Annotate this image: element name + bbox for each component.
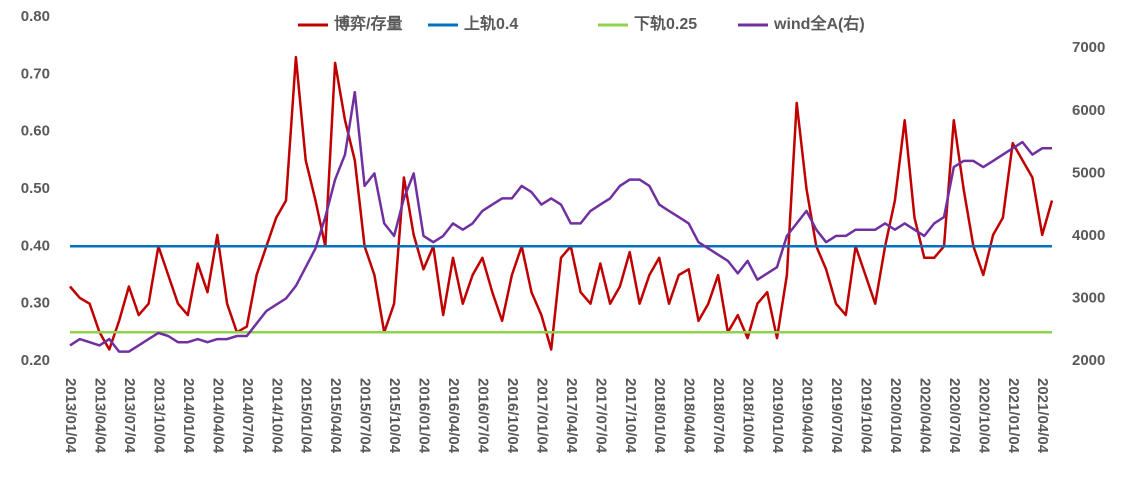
- x-tick-label: 2013/10/04: [150, 378, 167, 454]
- y2-tick-label: 6000: [1072, 102, 1105, 119]
- y2-tick-label: 4000: [1072, 227, 1105, 244]
- x-tick-label: 2014/04/04: [209, 378, 226, 454]
- x-tick-label: 2013/07/04: [121, 378, 138, 454]
- x-tick-label: 2013/01/04: [62, 378, 79, 454]
- x-tick-label: 2016/07/04: [474, 378, 491, 454]
- x-tick-label: 2019/07/04: [828, 378, 845, 454]
- x-tick-label: 2015/01/04: [298, 378, 315, 454]
- x-tick-label: 2020/04/04: [916, 378, 933, 454]
- legend-label: 上轨0.4: [464, 14, 518, 33]
- data-line: [69, 90, 1052, 353]
- x-tick-label: 2013/04/04: [91, 378, 108, 454]
- x-tick-label: 2015/04/04: [327, 378, 344, 454]
- x-tick-label: 2019/10/04: [857, 378, 874, 454]
- x-tick-label: 2014/01/04: [180, 378, 197, 454]
- x-tick-label: 2014/10/04: [268, 378, 285, 454]
- y-tick-label: 0.80: [21, 8, 50, 25]
- x-tick-label: 2020/01/04: [887, 378, 904, 454]
- y-tick-label: 0.20: [21, 352, 50, 369]
- x-tick-label: 2017/04/04: [563, 378, 580, 454]
- y-tick-label: 0.40: [21, 237, 50, 254]
- legend-label: wind全A(右): [773, 14, 865, 33]
- x-tick-label: 2018/04/04: [681, 378, 698, 454]
- x-tick-label: 2017/07/04: [592, 378, 609, 454]
- x-tick-label: 2017/01/04: [533, 378, 550, 454]
- x-tick-label: 2016/04/04: [445, 378, 462, 454]
- data-line: [69, 55, 1054, 351]
- y-tick-label: 0.60: [21, 123, 50, 140]
- y-tick-label: 0.50: [21, 180, 50, 197]
- x-tick-label: 2019/04/04: [799, 378, 816, 454]
- x-tick-label: 2018/01/04: [651, 378, 668, 454]
- x-tick-label: 2016/01/04: [416, 378, 433, 454]
- x-tick-label: 2017/10/04: [622, 378, 639, 454]
- y-tick-label: 0.30: [21, 295, 50, 312]
- x-tick-label: 2019/01/04: [769, 378, 786, 454]
- x-tick-label: 2020/10/04: [975, 378, 992, 454]
- y2-tick-label: 7000: [1072, 39, 1105, 56]
- x-tick-label: 2016/10/04: [504, 378, 521, 454]
- x-tick-label: 2018/10/04: [740, 378, 757, 454]
- x-tick-label: 2014/07/04: [239, 378, 256, 454]
- x-tick-label: 2015/10/04: [386, 378, 403, 454]
- legend-label: 博弈/存量: [334, 14, 402, 33]
- x-tick-label: 2018/07/04: [710, 378, 727, 454]
- x-tick-label: 2021/04/04: [1034, 378, 1051, 454]
- y2-tick-label: 5000: [1072, 164, 1105, 181]
- y-tick-label: 0.70: [21, 65, 50, 82]
- x-tick-label: 2020/07/04: [946, 378, 963, 454]
- x-tick-label: 2015/07/04: [357, 378, 374, 454]
- x-tick-label: 2021/01/04: [1005, 378, 1022, 454]
- y2-tick-label: 2000: [1072, 352, 1105, 369]
- legend-label: 下轨0.25: [634, 14, 697, 33]
- y2-tick-label: 3000: [1072, 289, 1105, 306]
